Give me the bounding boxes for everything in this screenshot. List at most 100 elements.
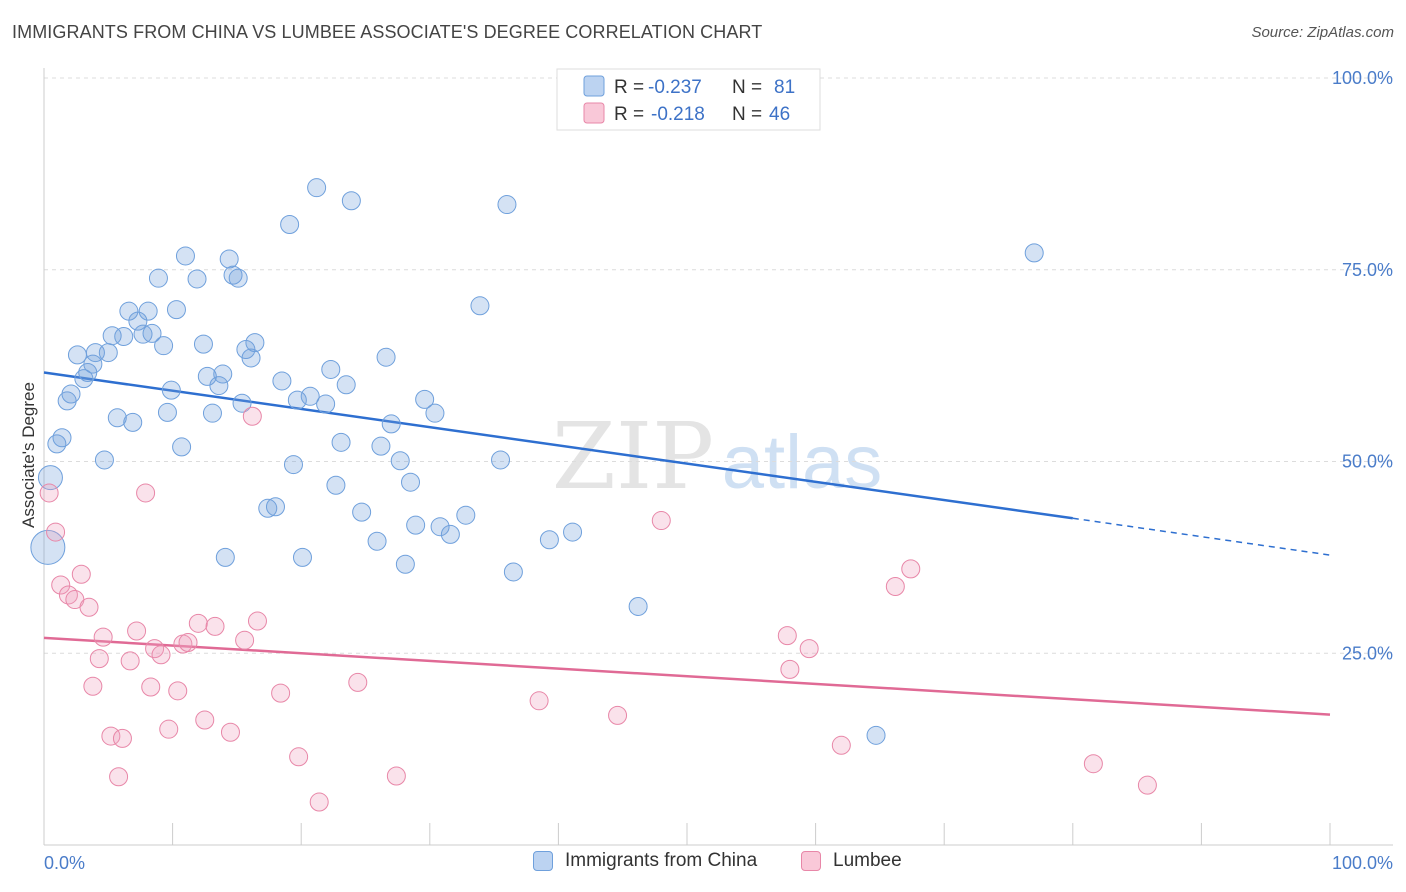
- lumbee-point-7: [83, 676, 103, 696]
- china-point-22: [148, 268, 168, 288]
- lumbee-point-9: [93, 627, 113, 647]
- lumbee-point-38: [777, 626, 797, 646]
- lumbee-point-41: [831, 735, 851, 755]
- china-trend-line: [43, 371, 1073, 520]
- lumbee-point-2: [51, 575, 71, 595]
- china-point-59: [367, 531, 387, 551]
- china-point-36: [219, 249, 239, 269]
- china-point-50: [300, 386, 320, 406]
- lumbee-point-35: [529, 691, 549, 711]
- lumbee-point-34: [386, 766, 406, 786]
- y-tick-label-0: 25.0%: [1342, 643, 1393, 663]
- china-point-75: [503, 562, 523, 582]
- data-points: [30, 178, 1157, 812]
- lumbee-point-1: [46, 522, 66, 542]
- lumbee-point-29: [247, 611, 267, 631]
- lumbee-point-32: [309, 792, 329, 812]
- lumbee-point-22: [178, 633, 198, 653]
- china-point-31: [197, 366, 217, 386]
- lumbee-point-11: [109, 767, 129, 787]
- china-point-29: [187, 269, 207, 289]
- lumbee-trend-line: [43, 636, 1331, 716]
- china-point-57: [341, 191, 361, 211]
- lumbee-point-37: [651, 511, 671, 531]
- lumbee-point-23: [188, 613, 208, 633]
- watermark-atlas: atlas: [722, 420, 883, 505]
- china-point-3: [52, 428, 72, 448]
- china-point-38: [228, 268, 248, 288]
- china-point-71: [456, 505, 476, 525]
- china-point-68: [425, 403, 445, 423]
- china-point-72: [470, 296, 490, 316]
- lumbee-point-27: [235, 630, 255, 650]
- china-point-64: [395, 554, 415, 574]
- china-point-45: [272, 371, 292, 391]
- china-point-33: [209, 376, 229, 396]
- china-point-2: [47, 434, 67, 454]
- china-point-73: [491, 450, 511, 470]
- legend-r-label-lumbee: R =: [614, 104, 644, 125]
- lumbee-point-10: [101, 726, 121, 746]
- lumbee-point-30: [271, 683, 291, 703]
- china-point-21: [142, 323, 162, 343]
- legend-label-china: Immigrants from China: [565, 850, 758, 871]
- china-point-76: [539, 530, 559, 550]
- lumbee-point-26: [220, 722, 240, 742]
- y-tick-label-3: 100.0%: [1332, 68, 1393, 88]
- legend-n-label-china: N =: [732, 77, 762, 98]
- china-point-43: [258, 498, 278, 518]
- legend-item-china[interactable]: Immigrants from China: [533, 850, 757, 872]
- china-point-17: [123, 412, 143, 432]
- axes: [43, 68, 1393, 846]
- china-point-34: [213, 364, 233, 384]
- china-point-12: [98, 343, 118, 363]
- lumbee-point-43: [901, 559, 921, 579]
- china-point-54: [326, 475, 346, 495]
- china-point-15: [114, 326, 134, 346]
- lumbee-point-25: [205, 616, 225, 636]
- lumbee-point-40: [799, 639, 819, 659]
- legend-n-label-lumbee: N =: [732, 104, 762, 125]
- lumbee-point-12: [112, 728, 132, 748]
- lumbee-point-31: [289, 747, 309, 767]
- china-point-39: [232, 393, 252, 413]
- china-point-69: [430, 517, 450, 537]
- legend-swatch-lumbee: [583, 102, 605, 124]
- china-point-26: [166, 300, 186, 320]
- china-point-32: [202, 403, 222, 423]
- legend-item-lumbee[interactable]: Lumbee: [801, 850, 902, 872]
- china-point-77: [563, 522, 583, 542]
- china-point-5: [61, 384, 81, 404]
- lumbee-point-6: [79, 597, 99, 617]
- x-tick-label-max: 100.0%: [1332, 853, 1393, 873]
- series-legend: Immigrants from China Lumbee: [0, 850, 1406, 880]
- china-point-66: [406, 515, 426, 535]
- legend-swatch-lumbee-bottom: [801, 851, 821, 871]
- china-point-61: [376, 347, 396, 367]
- lumbee-point-28: [242, 406, 262, 426]
- lumbee-point-24: [195, 710, 215, 730]
- legend-r-label-china: R =: [614, 77, 644, 98]
- china-point-44: [265, 497, 285, 517]
- lumbee-point-45: [1137, 775, 1157, 795]
- china-point-41: [241, 348, 261, 368]
- china-point-79: [866, 725, 886, 745]
- china-point-53: [321, 359, 341, 379]
- chart-title: IMMIGRANTS FROM CHINA VS LUMBEE ASSOCIAT…: [12, 22, 763, 42]
- lumbee-point-33: [348, 672, 368, 692]
- stats-legend: R = -0.237 N = 81 R = -0.218 N = 46: [556, 68, 821, 131]
- china-point-63: [390, 451, 410, 471]
- lumbee-point-15: [136, 483, 156, 503]
- china-point-65: [401, 472, 421, 492]
- legend-label-lumbee: Lumbee: [833, 850, 902, 871]
- china-point-35: [215, 547, 235, 567]
- china-point-9: [83, 354, 103, 374]
- china-point-49: [292, 547, 312, 567]
- china-point-55: [331, 432, 351, 452]
- china-point-0: [30, 529, 66, 565]
- lumbee-point-18: [151, 645, 171, 665]
- china-point-56: [336, 375, 356, 395]
- china-point-25: [161, 380, 181, 400]
- lumbee-point-14: [127, 621, 147, 641]
